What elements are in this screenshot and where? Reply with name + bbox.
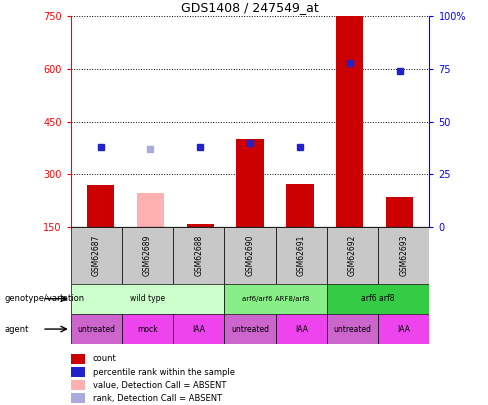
- Bar: [276, 314, 327, 344]
- Bar: [137, 194, 164, 227]
- Bar: [122, 314, 173, 344]
- Text: GSM62689: GSM62689: [143, 234, 152, 276]
- Text: GSM62690: GSM62690: [245, 234, 255, 276]
- Text: mock: mock: [137, 324, 158, 334]
- Bar: [71, 284, 224, 314]
- Text: untreated: untreated: [231, 324, 269, 334]
- Text: GSM62691: GSM62691: [297, 234, 306, 276]
- Text: GSM62688: GSM62688: [194, 234, 203, 276]
- Text: IAA: IAA: [192, 324, 205, 334]
- Text: count: count: [93, 354, 117, 363]
- Bar: [71, 314, 122, 344]
- Text: percentile rank within the sample: percentile rank within the sample: [93, 368, 235, 377]
- Bar: [224, 284, 327, 314]
- Bar: [122, 227, 173, 284]
- Bar: [173, 227, 224, 284]
- Bar: [186, 224, 214, 227]
- Text: agent: agent: [5, 324, 29, 334]
- Text: arf6 arf8: arf6 arf8: [362, 294, 395, 303]
- Text: arf6/arf6 ARF8/arf8: arf6/arf6 ARF8/arf8: [242, 296, 309, 302]
- Bar: [378, 314, 429, 344]
- Bar: [286, 184, 314, 227]
- Bar: [327, 227, 378, 284]
- Text: IAA: IAA: [397, 324, 410, 334]
- Bar: [173, 314, 224, 344]
- Bar: [87, 185, 114, 227]
- Text: GSM62692: GSM62692: [348, 234, 357, 276]
- Text: rank, Detection Call = ABSENT: rank, Detection Call = ABSENT: [93, 394, 222, 403]
- Bar: [378, 227, 429, 284]
- Text: wild type: wild type: [130, 294, 165, 303]
- Bar: [224, 314, 276, 344]
- Text: untreated: untreated: [78, 324, 115, 334]
- Text: untreated: untreated: [334, 324, 371, 334]
- Bar: [236, 139, 264, 227]
- Title: GDS1408 / 247549_at: GDS1408 / 247549_at: [181, 1, 319, 14]
- Text: IAA: IAA: [295, 324, 308, 334]
- Bar: [327, 314, 378, 344]
- Bar: [327, 284, 429, 314]
- Text: GSM62687: GSM62687: [92, 234, 101, 276]
- Text: genotype/variation: genotype/variation: [5, 294, 85, 303]
- Bar: [224, 227, 276, 284]
- Bar: [386, 197, 413, 227]
- Text: GSM62693: GSM62693: [399, 234, 408, 276]
- Text: value, Detection Call = ABSENT: value, Detection Call = ABSENT: [93, 381, 226, 390]
- Bar: [276, 227, 327, 284]
- Bar: [336, 16, 364, 227]
- Bar: [71, 227, 122, 284]
